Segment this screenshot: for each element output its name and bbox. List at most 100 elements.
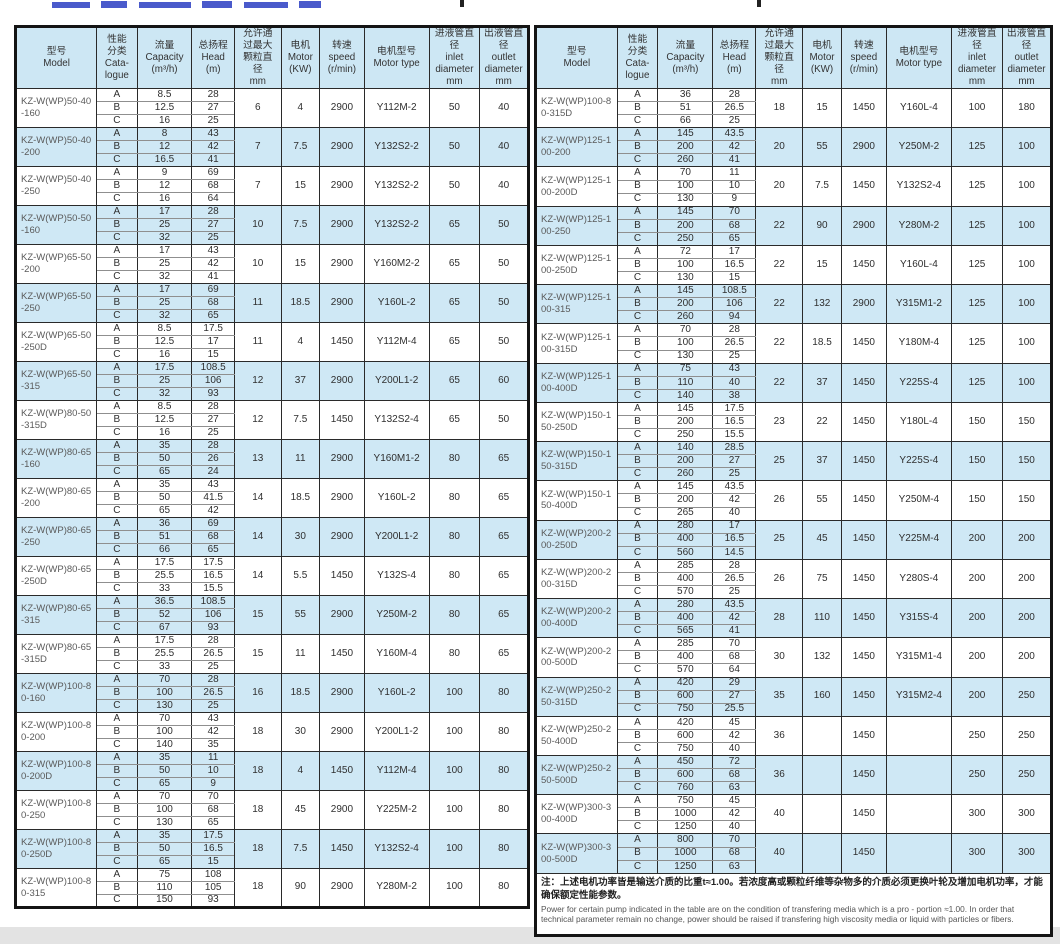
inlet-cell: 150 — [951, 441, 1003, 482]
head-cell: 41 — [191, 153, 235, 167]
catalogue-cell: A — [616, 559, 659, 573]
table-row: KZ-W(WP)100-80-250 A 70 70 18 45 2900 Y225M-2 10… — [14, 790, 529, 830]
model-cell: KZ-W(WP)100-80-315 — [14, 868, 98, 908]
catalogue-cell: A — [96, 868, 138, 882]
head-cell: 28 — [191, 205, 235, 219]
capacity-cell: 50 — [136, 452, 193, 466]
capacity-cell: 32 — [136, 231, 193, 245]
type-cell: Y132S2-4 — [885, 166, 953, 207]
capacity-cell: 145 — [657, 284, 714, 299]
head-cell: 15.5 — [712, 428, 757, 443]
capacity-cell: 9 — [136, 166, 193, 180]
table-row: C 130 25 — [16, 699, 529, 713]
catalogue-cell: C — [616, 193, 659, 207]
head-cell: 27 — [191, 413, 235, 427]
catalogue-cell: B — [96, 647, 138, 661]
capacity-cell: 285 — [657, 559, 714, 573]
outlet-cell: 100 — [1002, 284, 1052, 325]
motor-cell: 15 — [802, 245, 842, 286]
column-header-inlet: 进液管直 径 inlet diameter mm — [428, 26, 481, 89]
capacity-cell: 280 — [657, 598, 714, 613]
model-cell: KZ-W(WP)80-65-250 — [14, 517, 98, 557]
table-row: C 565 41 — [536, 624, 1052, 639]
particle-cell: 16 — [233, 673, 282, 713]
catalogue-cell: B — [96, 530, 138, 544]
head-cell: 16.5 — [191, 569, 235, 583]
motor-cell — [802, 755, 842, 796]
outlet-cell: 150 — [1002, 441, 1052, 482]
catalogue-cell: C — [96, 777, 138, 791]
head-cell: 42 — [712, 493, 757, 508]
capacity-cell: 1250 — [657, 820, 714, 835]
table-row: KZ-W(WP)100-80-200D A 35 11 18 4 1450 Y112M-4 10… — [14, 751, 529, 791]
outlet-cell: 50 — [479, 322, 529, 362]
table-row: C 260 25 — [536, 467, 1052, 482]
capacity-cell: 36 — [136, 517, 193, 531]
motor-cell: 110 — [802, 598, 842, 639]
particle-cell: 15 — [233, 634, 282, 674]
capacity-cell: 12.5 — [136, 101, 193, 115]
particle-cell: 18 — [233, 712, 282, 752]
column-header-catalogue: 性能 分类 Cata- logue — [96, 26, 138, 89]
capacity-cell: 75 — [136, 868, 193, 882]
type-cell: Y225S-4 — [885, 363, 953, 403]
catalogue-cell: C — [96, 621, 138, 635]
model-cell: KZ-W(WP)150-150-315D — [535, 441, 618, 482]
type-cell — [885, 716, 953, 756]
type-cell: Y160M-4 — [363, 634, 430, 674]
model-cell: KZ-W(WP)150-150-400D — [535, 480, 618, 521]
speed-cell: 1450 — [840, 755, 887, 796]
motor-cell: 7.5 — [280, 829, 321, 869]
motor-cell: 18.5 — [280, 673, 321, 713]
motor-cell: 30 — [280, 517, 321, 557]
motor-cell: 7.5 — [280, 400, 321, 440]
head-cell: 27 — [191, 101, 235, 115]
capacity-cell: 450 — [657, 755, 714, 770]
table-row: C 750 40 — [536, 742, 1052, 756]
speed-cell: 1450 — [319, 829, 365, 869]
inlet-cell: 200 — [951, 520, 1003, 560]
capacity-cell: 65 — [136, 777, 193, 791]
type-cell: Y200L1-2 — [363, 517, 430, 557]
catalogue-cell: B — [616, 650, 659, 665]
capacity-cell: 32 — [136, 270, 193, 284]
title-fragment — [460, 0, 464, 7]
head-cell: 25 — [712, 350, 757, 364]
motor-cell: 75 — [802, 559, 842, 600]
catalogue-cell: A — [96, 322, 138, 336]
table-row: KZ-W(WP)65-50-250 A 17 69 11 18.5 2900 Y160L-2 6… — [14, 283, 529, 323]
table-row: C 33 25 — [16, 660, 529, 674]
outlet-cell: 200 — [1002, 598, 1052, 639]
table-row: C 16 64 — [16, 192, 529, 206]
head-cell: 65 — [712, 232, 757, 246]
type-cell: Y180M-4 — [885, 323, 953, 364]
outlet-cell: 65 — [479, 478, 529, 518]
model-cell: KZ-W(WP)50-40-160 — [14, 88, 98, 128]
model-cell: KZ-W(WP)250-250-400D — [535, 716, 618, 756]
particle-cell: 40 — [755, 833, 804, 874]
capacity-cell: 145 — [657, 480, 714, 495]
table-row: C 32 41 — [16, 270, 529, 284]
head-cell: 29 — [712, 677, 757, 691]
catalogue-cell: A — [616, 402, 659, 416]
outlet-cell: 250 — [1002, 716, 1052, 756]
head-cell: 65 — [191, 816, 235, 830]
capacity-cell: 200 — [657, 415, 714, 430]
catalogue-cell: C — [96, 426, 138, 440]
type-cell: Y160M1-2 — [363, 439, 430, 479]
table-row: C 16 25 — [16, 426, 529, 440]
table-row: C 570 64 — [536, 663, 1052, 678]
capacity-cell: 1250 — [657, 860, 714, 875]
catalogue-cell: B — [616, 140, 659, 155]
capacity-cell: 200 — [657, 219, 714, 233]
column-header-head: 总扬程 Head (m) — [712, 26, 757, 89]
model-cell: KZ-W(WP)125-100-315D — [535, 323, 618, 364]
outlet-cell: 50 — [479, 205, 529, 245]
table-row: C 67 93 — [16, 621, 529, 635]
title-fragment — [757, 0, 761, 7]
catalogue-cell: C — [616, 546, 659, 560]
table-row: B 52 106 — [16, 608, 529, 622]
type-cell: Y132S2-2 — [363, 127, 430, 167]
table-row: KZ-W(WP)125-100-250 A 145 70 22 90 2900 Y280M-2… — [535, 206, 1052, 246]
capacity-cell: 50 — [136, 764, 193, 778]
